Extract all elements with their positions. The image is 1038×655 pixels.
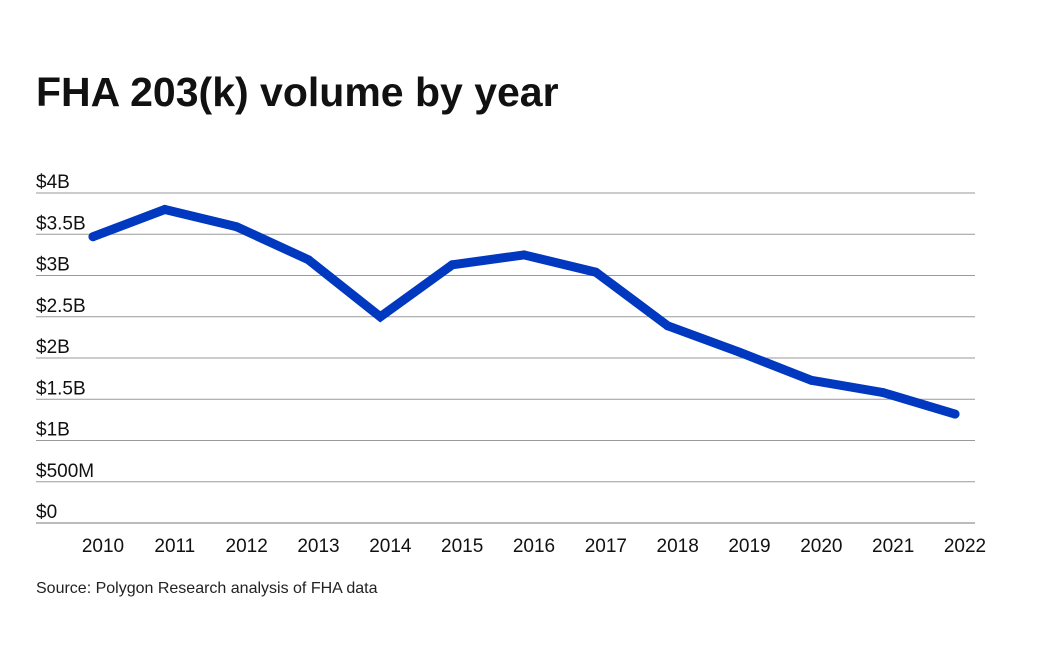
data-point: [304, 255, 313, 265]
x-tick-label: 2016: [513, 536, 555, 557]
x-tick-label: 2022: [944, 536, 986, 557]
x-tick-label: 2018: [657, 536, 699, 557]
x-tick-label: 2013: [297, 536, 339, 557]
series-layer: [88, 204, 960, 419]
y-tick-label: $3.5B: [36, 213, 86, 234]
x-tick-label: 2021: [872, 536, 914, 557]
y-tick-label: $2.5B: [36, 296, 86, 317]
data-point: [878, 388, 888, 398]
y-tick-label: $0: [36, 502, 57, 523]
x-tick-label: 2014: [369, 536, 412, 557]
chart-title: FHA 203(k) volume by year: [36, 69, 559, 115]
x-tick-label: 2012: [226, 536, 268, 557]
y-tick-label: $4B: [36, 172, 70, 193]
data-point: [663, 321, 673, 331]
data-point: [232, 222, 242, 232]
x-tick-label: 2015: [441, 536, 483, 557]
data-point: [88, 232, 98, 242]
data-point: [950, 409, 960, 419]
y-tick-label: $1B: [36, 420, 70, 441]
y-axis-labels: $0 $500M $1B $1.5B $2B $2.5B $3B $3.5B $4B: [36, 172, 94, 523]
x-tick-label: 2019: [728, 536, 770, 557]
data-point: [519, 250, 529, 260]
data-point: [447, 260, 457, 270]
data-point: [806, 375, 816, 385]
x-tick-label: 2017: [585, 536, 627, 557]
data-point: [591, 267, 601, 277]
data-point: [375, 312, 385, 322]
x-tick-label: 2011: [154, 536, 195, 557]
x-tick-label: 2010: [82, 536, 124, 557]
y-tick-label: $500M: [36, 461, 94, 482]
gridlines: [36, 192, 975, 524]
y-tick-label: $1.5B: [36, 378, 86, 399]
data-point: [735, 347, 744, 357]
data-point: [160, 205, 170, 214]
y-tick-label: $3B: [36, 255, 70, 276]
x-axis-labels: 2010 2011 2012 2013 2014 2015 2016 2017 2018 2019…: [82, 536, 986, 557]
source-note: Source: Polygon Research analysis of FHA…: [36, 580, 378, 597]
x-tick-label: 2020: [800, 536, 842, 557]
series-line: [88, 204, 960, 419]
y-tick-label: $2B: [36, 337, 70, 358]
